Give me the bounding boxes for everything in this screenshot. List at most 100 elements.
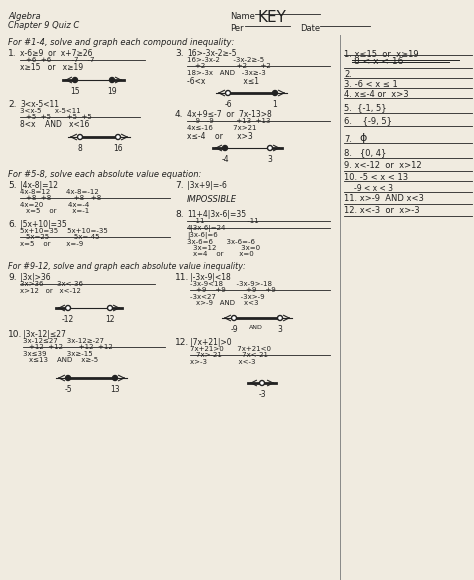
Text: |3x-6|=6: |3x-6|=6 (187, 232, 218, 239)
Circle shape (273, 90, 277, 96)
Text: 10. -5 < x < 13: 10. -5 < x < 13 (344, 173, 408, 182)
Text: 4. x≤-4 or  x>3: 4. x≤-4 or x>3 (344, 90, 409, 99)
Text: 15: 15 (70, 87, 80, 96)
Circle shape (65, 306, 71, 310)
Text: 10.: 10. (8, 330, 22, 339)
Circle shape (78, 135, 82, 140)
Text: x>12   or   x<-12: x>12 or x<-12 (20, 288, 81, 294)
Text: 1. x≤15  or  x≥19: 1. x≤15 or x≥19 (344, 50, 419, 59)
Text: IMPOSSIBLE: IMPOSSIBLE (187, 195, 237, 204)
Text: |3x+9|=-6: |3x+9|=-6 (187, 181, 227, 190)
Text: 2.: 2. (344, 70, 352, 79)
Text: 7x+21>0      7x+21<0: 7x+21>0 7x+21<0 (190, 346, 271, 352)
Text: 3x-12≤27    3x-12≥-27: 3x-12≤27 3x-12≥-27 (23, 338, 104, 344)
Circle shape (222, 146, 228, 150)
Text: x≤-4    or      x>3: x≤-4 or x>3 (187, 132, 253, 141)
Text: |4x-8|=12: |4x-8|=12 (20, 181, 58, 190)
Circle shape (259, 380, 264, 386)
Text: 8: 8 (78, 144, 82, 153)
Text: 12. x<-3  or  x>-3: 12. x<-3 or x>-3 (344, 206, 419, 215)
Text: Per: Per (230, 24, 244, 33)
Text: 11.: 11. (175, 273, 190, 282)
Text: -11                   -11: -11 -11 (193, 218, 259, 224)
Text: 8.: 8. (175, 210, 183, 219)
Text: +6  +6         -7    -7: +6 +6 -7 -7 (26, 57, 94, 63)
Text: 12.: 12. (175, 338, 189, 347)
Text: 8 < x < 16: 8 < x < 16 (354, 57, 403, 66)
Text: 11+4|3x-6|=35: 11+4|3x-6|=35 (187, 210, 246, 219)
Text: x>-3              x<-3: x>-3 x<-3 (190, 359, 255, 365)
Text: -12: -12 (62, 315, 74, 324)
Text: 7.: 7. (175, 181, 183, 190)
Text: KEY: KEY (258, 10, 287, 25)
Text: -6: -6 (224, 100, 232, 109)
Text: 13: 13 (110, 385, 120, 394)
Text: +12  +12       +12  +12: +12 +12 +12 +12 (29, 344, 113, 350)
Text: -3x<27           -3x>-9: -3x<27 -3x>-9 (190, 294, 264, 300)
Text: 3. -6 < x ≤ 1: 3. -6 < x ≤ 1 (344, 80, 398, 89)
Text: |3x-12|≤27: |3x-12|≤27 (23, 330, 66, 339)
Text: 16>-3x-2      -3x-2≥-5: 16>-3x-2 -3x-2≥-5 (187, 57, 264, 63)
Text: 9.: 9. (8, 273, 17, 282)
Text: 5x=25           5x=-45: 5x=25 5x=-45 (26, 234, 100, 240)
Text: 5.: 5. (8, 181, 17, 190)
Text: +5  +5       +5  +5: +5 +5 +5 +5 (26, 114, 92, 120)
Text: |5x+10|=35: |5x+10|=35 (20, 220, 67, 229)
Text: Chapter 9 Quiz C: Chapter 9 Quiz C (8, 21, 79, 30)
Text: x>-9   AND    x<3: x>-9 AND x<3 (196, 300, 258, 306)
Text: +2              +2      +2: +2 +2 +2 (195, 63, 271, 69)
Text: 8<x    AND   x<16: 8<x AND x<16 (20, 120, 90, 129)
Text: For #1-4, solve and graph each compound inequality:: For #1-4, solve and graph each compound … (8, 38, 234, 47)
Circle shape (109, 78, 115, 82)
Text: x-6≥9  or  x+7≥26: x-6≥9 or x+7≥26 (20, 49, 92, 58)
Circle shape (267, 146, 273, 150)
Text: -4: -4 (221, 155, 229, 164)
Text: 18>-3x   AND   -3x≥-3: 18>-3x AND -3x≥-3 (187, 70, 266, 76)
Text: +9    +9         +9    +9: +9 +9 +9 +9 (196, 287, 276, 293)
Text: 3: 3 (278, 325, 283, 334)
Text: 16: 16 (113, 144, 123, 153)
Text: 7.: 7. (344, 135, 352, 144)
Text: 16>-3x-2≥-5: 16>-3x-2≥-5 (187, 49, 237, 58)
Circle shape (116, 135, 120, 140)
Text: 7x>-21         7x<-21: 7x>-21 7x<-21 (196, 352, 268, 358)
Text: Name: Name (230, 12, 255, 21)
Text: 3x>36      3x<-36: 3x>36 3x<-36 (20, 281, 83, 287)
Text: 4x-8=12       4x-8=-12: 4x-8=12 4x-8=-12 (20, 189, 99, 195)
Text: x=4    or       x=0: x=4 or x=0 (193, 251, 254, 257)
Circle shape (226, 90, 230, 96)
Text: AND: AND (249, 325, 263, 330)
Circle shape (112, 375, 118, 380)
Text: 3<x-5<11: 3<x-5<11 (20, 100, 59, 109)
Text: 4x+9≤-7  or  7x-13>8: 4x+9≤-7 or 7x-13>8 (187, 110, 272, 119)
Text: 4x=20           4x=-4: 4x=20 4x=-4 (20, 202, 89, 208)
Text: |7x+21|>0: |7x+21|>0 (190, 338, 232, 347)
Text: x=5    or       x=-9: x=5 or x=-9 (20, 241, 83, 247)
Text: 3x=12           3x=0: 3x=12 3x=0 (193, 245, 260, 251)
Text: 3.: 3. (175, 49, 183, 58)
Text: +8  +8          +8   +8: +8 +8 +8 +8 (26, 195, 101, 201)
Text: x=5    or       x=-1: x=5 or x=-1 (26, 208, 89, 214)
Text: |3x|>36: |3x|>36 (20, 273, 51, 282)
Circle shape (73, 78, 78, 82)
Text: 3: 3 (267, 155, 273, 164)
Text: 4x≤-16         7x>21: 4x≤-16 7x>21 (187, 125, 256, 131)
Text: For #9-12, solve and graph each absolute value inequality:: For #9-12, solve and graph each absolute… (8, 262, 246, 271)
Text: 3<x-5      x-5<11: 3<x-5 x-5<11 (20, 108, 81, 114)
Text: -5: -5 (64, 385, 72, 394)
Text: 3x≤39         3x≥-15: 3x≤39 3x≥-15 (23, 351, 92, 357)
Circle shape (231, 316, 237, 321)
Circle shape (277, 316, 283, 321)
Text: 1: 1 (273, 100, 277, 109)
Text: 19: 19 (107, 87, 117, 96)
Text: 2.: 2. (8, 100, 17, 109)
Text: 4.: 4. (175, 110, 183, 119)
Text: 12: 12 (105, 315, 115, 324)
Text: 6.: 6. (8, 220, 17, 229)
Circle shape (108, 306, 112, 310)
Text: 5x+10=35    5x+10=-35: 5x+10=35 5x+10=-35 (20, 228, 108, 234)
Text: 5.  {-1, 5}: 5. {-1, 5} (344, 103, 387, 112)
Text: |-3x-9|<18: |-3x-9|<18 (190, 273, 231, 282)
Text: -3: -3 (258, 390, 266, 399)
Text: 4|3x-6|=24: 4|3x-6|=24 (187, 225, 227, 232)
